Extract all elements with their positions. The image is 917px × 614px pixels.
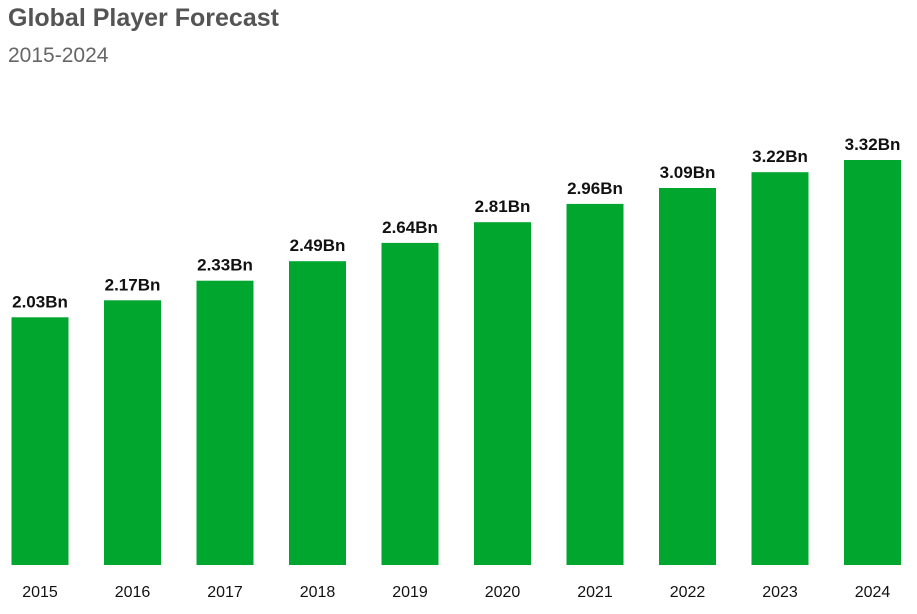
data-label-2020: 2.81Bn	[475, 197, 531, 216]
data-label-2015: 2.03Bn	[12, 292, 68, 311]
x-tick-label-2019: 2019	[392, 584, 428, 601]
bar-2017	[196, 280, 254, 565]
bar-2019	[381, 242, 439, 565]
x-tick-label-2018: 2018	[300, 584, 336, 601]
bar-2016	[104, 300, 161, 565]
bar-2024	[844, 160, 901, 565]
x-tick-label-2016: 2016	[115, 584, 151, 601]
data-label-2018: 2.49Bn	[290, 236, 346, 255]
bar-2020	[474, 222, 531, 565]
bar-2023	[751, 172, 809, 565]
x-tick-label-2024: 2024	[855, 584, 891, 601]
x-tick-label-2015: 2015	[22, 584, 58, 601]
data-label-2016: 2.17Bn	[105, 275, 161, 294]
data-label-2023: 3.22Bn	[752, 147, 808, 166]
bar-2021	[566, 203, 624, 565]
bar-2018	[289, 261, 346, 565]
x-tick-label-2022: 2022	[670, 584, 706, 601]
chart-subtitle: 2015-2024	[8, 44, 109, 67]
data-label-2021: 2.96Bn	[567, 179, 623, 198]
x-tick-label-2023: 2023	[762, 584, 798, 601]
bar-2015	[11, 317, 69, 565]
x-tick-label-2020: 2020	[485, 584, 521, 601]
data-label-2022: 3.09Bn	[660, 163, 716, 182]
bar-2022	[659, 188, 716, 565]
x-tick-label-2021: 2021	[577, 584, 613, 601]
data-label-2019: 2.64Bn	[382, 218, 438, 237]
data-label-2024: 3.32Bn	[845, 135, 901, 154]
x-tick-label-2017: 2017	[207, 584, 243, 601]
data-label-2017: 2.33Bn	[197, 256, 253, 275]
chart-title: Global Player Forecast	[8, 4, 279, 32]
